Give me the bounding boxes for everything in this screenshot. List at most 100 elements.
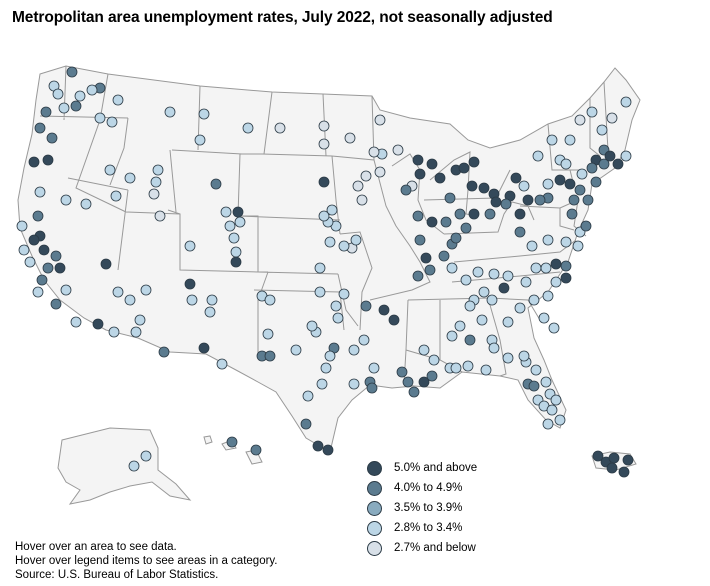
metro-marker[interactable] <box>302 390 314 402</box>
metro-marker[interactable] <box>580 220 592 232</box>
metro-marker[interactable] <box>478 182 490 194</box>
metro-marker[interactable] <box>454 208 466 220</box>
metro-marker[interactable] <box>28 234 40 246</box>
metro-marker[interactable] <box>186 294 198 306</box>
metro-marker[interactable] <box>560 260 572 272</box>
metro-marker[interactable] <box>414 168 426 180</box>
metro-marker[interactable] <box>150 176 162 188</box>
metro-marker[interactable] <box>424 264 436 276</box>
metro-marker[interactable] <box>46 132 58 144</box>
metro-marker[interactable] <box>466 180 478 192</box>
metro-marker[interactable] <box>54 262 66 274</box>
metro-marker[interactable] <box>140 284 152 296</box>
metro-marker[interactable] <box>606 112 618 124</box>
metro-marker[interactable] <box>538 312 550 324</box>
metro-marker[interactable] <box>324 350 336 362</box>
metro-marker[interactable] <box>608 452 620 464</box>
metro-marker[interactable] <box>560 158 572 170</box>
metro-marker[interactable] <box>518 180 530 192</box>
metro-marker[interactable] <box>226 436 238 448</box>
metro-marker[interactable] <box>478 286 490 298</box>
metro-marker[interactable] <box>32 286 44 298</box>
metro-marker[interactable] <box>604 150 616 162</box>
metro-marker[interactable] <box>124 294 136 306</box>
metro-marker[interactable] <box>582 194 594 206</box>
metro-marker[interactable] <box>402 376 414 388</box>
metro-marker[interactable] <box>568 194 580 206</box>
metro-marker[interactable] <box>152 164 164 176</box>
metro-marker[interactable] <box>434 172 446 184</box>
metro-marker[interactable] <box>612 158 624 170</box>
metro-marker[interactable] <box>464 334 476 346</box>
metro-marker[interactable] <box>358 334 370 346</box>
metro-marker[interactable] <box>60 194 72 206</box>
metro-marker[interactable] <box>264 294 276 306</box>
metro-marker[interactable] <box>502 270 514 282</box>
metro-marker[interactable] <box>400 184 412 196</box>
metro-marker[interactable] <box>618 466 630 478</box>
metro-marker[interactable] <box>468 156 480 168</box>
metro-marker[interactable] <box>476 314 488 326</box>
metro-marker[interactable] <box>550 394 562 406</box>
metro-marker[interactable] <box>532 150 544 162</box>
metro-marker[interactable] <box>290 344 302 356</box>
metro-marker[interactable] <box>112 286 124 298</box>
metro-marker[interactable] <box>50 250 62 262</box>
metro-marker[interactable] <box>216 358 228 370</box>
metro-marker[interactable] <box>412 210 424 222</box>
metro-marker[interactable] <box>92 318 104 330</box>
metro-marker[interactable] <box>574 114 586 126</box>
metro-marker[interactable] <box>318 120 330 132</box>
metro-marker[interactable] <box>620 150 632 162</box>
metro-marker[interactable] <box>350 234 362 246</box>
metro-marker[interactable] <box>572 240 584 252</box>
metro-marker[interactable] <box>596 124 608 136</box>
metro-marker[interactable] <box>620 96 632 108</box>
metro-marker[interactable] <box>514 226 526 238</box>
metro-marker[interactable] <box>468 208 480 220</box>
metro-marker[interactable] <box>592 450 604 462</box>
metro-marker[interactable] <box>540 376 552 388</box>
metro-marker[interactable] <box>414 234 426 246</box>
metro-marker[interactable] <box>220 206 232 218</box>
metro-marker[interactable] <box>480 364 492 376</box>
metro-marker[interactable] <box>488 268 500 280</box>
metro-marker[interactable] <box>366 382 378 394</box>
metro-marker[interactable] <box>338 288 350 300</box>
metro-marker[interactable] <box>454 320 466 332</box>
metro-marker[interactable] <box>306 320 318 332</box>
metro-marker[interactable] <box>522 194 534 206</box>
metro-marker[interactable] <box>230 246 242 258</box>
metro-marker[interactable] <box>408 386 420 398</box>
metro-marker[interactable] <box>262 328 274 340</box>
metro-marker[interactable] <box>564 134 576 146</box>
metro-marker[interactable] <box>34 122 46 134</box>
metro-marker[interactable] <box>360 170 372 182</box>
metro-marker[interactable] <box>184 240 196 252</box>
metro-marker[interactable] <box>550 276 562 288</box>
metro-marker[interactable] <box>206 294 218 306</box>
metro-marker[interactable] <box>622 454 634 466</box>
metro-marker[interactable] <box>330 300 342 312</box>
metro-marker[interactable] <box>274 122 286 134</box>
metro-marker[interactable] <box>514 208 526 220</box>
metro-marker[interactable] <box>586 106 598 118</box>
metro-marker[interactable] <box>148 188 160 200</box>
metro-marker[interactable] <box>598 158 610 170</box>
metro-marker[interactable] <box>324 236 336 248</box>
metro-marker[interactable] <box>502 316 514 328</box>
metro-marker[interactable] <box>498 282 510 294</box>
metro-marker[interactable] <box>450 362 462 374</box>
metro-marker[interactable] <box>462 360 474 372</box>
metro-marker[interactable] <box>352 180 364 192</box>
metro-marker[interactable] <box>164 106 176 118</box>
metro-marker[interactable] <box>510 172 522 184</box>
metro-marker[interactable] <box>332 312 344 324</box>
metro-marker[interactable] <box>530 262 542 274</box>
metro-marker[interactable] <box>542 418 554 430</box>
metro-marker[interactable] <box>426 158 438 170</box>
metro-marker[interactable] <box>58 102 70 114</box>
metro-marker[interactable] <box>318 176 330 188</box>
metro-marker[interactable] <box>540 262 552 274</box>
metro-marker[interactable] <box>106 116 118 128</box>
